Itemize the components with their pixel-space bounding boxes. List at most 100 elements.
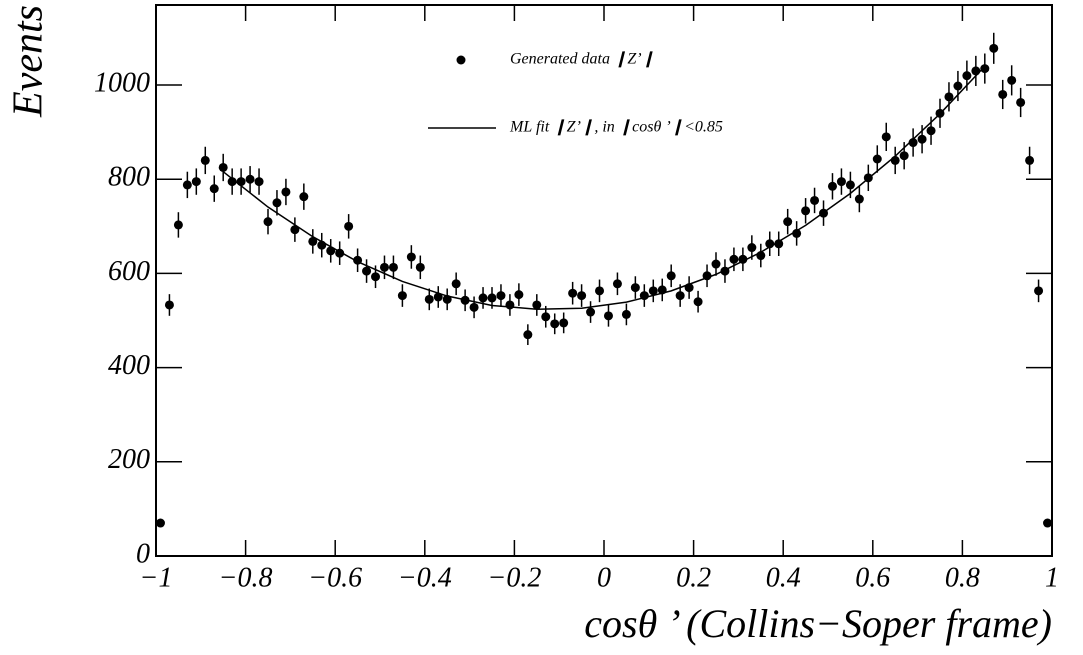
- x-tick-label: 0.8: [945, 562, 980, 593]
- data-point: [774, 239, 784, 249]
- y-tick-label: 1000: [94, 67, 150, 98]
- data-point: [290, 225, 300, 235]
- data-point: [424, 294, 434, 304]
- data-point: [729, 254, 739, 264]
- data-point: [1043, 518, 1053, 528]
- data-point: [783, 217, 793, 227]
- data-point: [218, 162, 228, 172]
- fit-line: [222, 65, 986, 310]
- y-tick-label: 200: [108, 444, 150, 475]
- data-point: [1034, 286, 1044, 296]
- data-point: [263, 217, 273, 227]
- data-point: [971, 66, 981, 76]
- data-point: [1007, 75, 1017, 85]
- data-point: [406, 252, 416, 262]
- legend-marker: [456, 55, 466, 65]
- data-point: [836, 177, 846, 187]
- data-point: [514, 290, 524, 300]
- data-point: [612, 279, 622, 289]
- data-point: [603, 311, 613, 321]
- x-axis-title: cosθ ’ (Collins−Soper frame): [584, 601, 1052, 646]
- data-point: [854, 194, 864, 204]
- data-point: [675, 291, 685, 301]
- x-tick-label: −1: [140, 562, 173, 593]
- data-point: [523, 330, 533, 340]
- data-point: [810, 195, 820, 205]
- x-tick-label: −0.8: [219, 562, 273, 593]
- data-point: [711, 259, 721, 269]
- y-tick-label: 800: [108, 162, 150, 193]
- x-tick-label: 1: [1045, 562, 1059, 593]
- data-point: [595, 286, 605, 296]
- data-point: [397, 291, 407, 301]
- data-point: [182, 180, 192, 190]
- data-point: [792, 228, 802, 238]
- data-point: [550, 319, 560, 329]
- data-point: [505, 300, 515, 310]
- data-point: [827, 181, 837, 191]
- data-point: [245, 174, 255, 184]
- data-point: [989, 43, 999, 53]
- data-point: [254, 177, 264, 187]
- data-point: [747, 243, 757, 253]
- data-point: [944, 92, 954, 102]
- data-point: [1016, 97, 1026, 107]
- data-point: [568, 288, 578, 298]
- data-point: [845, 180, 855, 190]
- x-tick-label: 0.4: [766, 562, 801, 593]
- data-point: [200, 155, 210, 165]
- data-point: [890, 155, 900, 165]
- data-point: [541, 312, 551, 322]
- data-point: [648, 286, 658, 296]
- x-tick-label: 0.6: [855, 562, 890, 593]
- data-point: [998, 89, 1008, 99]
- data-point: [917, 134, 927, 144]
- data-point: [344, 221, 354, 231]
- data-point: [881, 132, 891, 142]
- data-point: [532, 300, 542, 310]
- data-point: [478, 293, 488, 303]
- data-point: [586, 307, 596, 317]
- data-point: [487, 293, 497, 303]
- y-tick-label: 400: [108, 350, 150, 381]
- data-point: [980, 64, 990, 74]
- data-point: [415, 262, 425, 272]
- data-point: [872, 154, 882, 164]
- data-point: [666, 271, 676, 281]
- data-point: [388, 262, 398, 272]
- data-point: [953, 81, 963, 91]
- x-tick-label: −0.6: [308, 562, 362, 593]
- data-point: [164, 300, 174, 310]
- data-point: [899, 151, 909, 161]
- data-point: [227, 177, 237, 187]
- data-point: [693, 297, 703, 307]
- data-point: [801, 206, 811, 216]
- data-point: [371, 272, 381, 282]
- x-tick-label: 0.2: [676, 562, 711, 593]
- legend-label: ML fit ❙Z’❙, in ❙cosθ ’❙<0.85: [509, 119, 723, 136]
- data-point: [577, 291, 587, 301]
- data-point: [621, 309, 631, 319]
- data-point: [630, 283, 640, 293]
- legend-label: Generated data ❙Z’❙: [510, 51, 655, 68]
- data-point: [281, 187, 291, 197]
- y-axis-title: Events: [6, 5, 52, 118]
- data-point: [191, 177, 201, 187]
- data-point: [926, 126, 936, 136]
- data-point: [962, 71, 972, 81]
- x-tick-label: −0.4: [398, 562, 452, 593]
- data-point: [155, 518, 165, 528]
- data-point: [236, 177, 246, 187]
- data-point: [496, 291, 506, 301]
- data-point: [908, 138, 918, 148]
- data-point: [451, 279, 461, 289]
- y-tick-label: 600: [108, 256, 150, 287]
- x-tick-label: −0.2: [487, 562, 541, 593]
- x-tick-label: 0: [597, 562, 611, 593]
- data-point: [559, 318, 569, 328]
- data-point: [272, 198, 282, 208]
- data-point: [1025, 155, 1035, 165]
- data-point: [362, 266, 372, 276]
